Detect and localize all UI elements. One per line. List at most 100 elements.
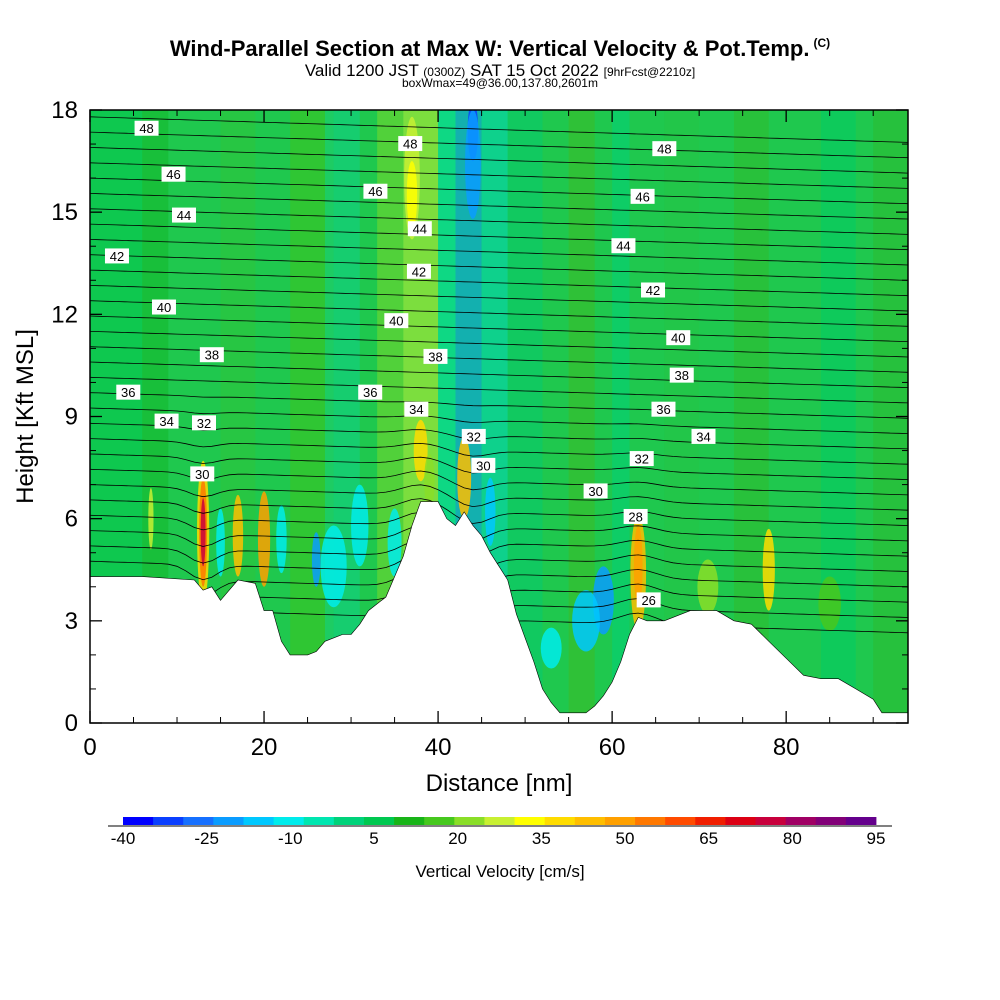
isotherm-label-text: 36	[121, 385, 135, 400]
isotherm-label: 42	[406, 263, 431, 279]
isotherm-label: 32	[629, 451, 654, 467]
isotherm-labels: 48 48 48 46 46 46 44 44 44 42 42 42 40 40 40 38 38 38 36 36…	[104, 120, 716, 608]
colorbar-swatch	[785, 817, 817, 825]
colorbar-tick-label: -10	[278, 829, 303, 848]
isotherm-label-text: 34	[696, 429, 710, 444]
isotherm-label-bg	[404, 401, 429, 417]
velocity-cell	[697, 559, 719, 615]
y-tick-label: 0	[65, 710, 78, 737]
isotherm-label-bg	[104, 248, 129, 264]
valid-date: SAT 15 Oct 2022	[470, 61, 599, 80]
title-main: Wind-Parallel Section at Max W: Vertical…	[169, 36, 810, 61]
velocity-cell	[406, 161, 418, 230]
isotherm-label-bg	[191, 415, 216, 431]
isotherm-label-bg	[691, 428, 716, 444]
box-info: boxWmax=49@36.00,137.80,2601m	[402, 76, 598, 90]
isotherm-label: 40	[666, 330, 691, 346]
theta-contour-line	[90, 239, 908, 266]
isotherm-label-text: 36	[656, 402, 670, 417]
colorbar-tick-label: 50	[616, 829, 635, 848]
isotherm-label: 44	[171, 207, 196, 223]
isotherm-label-text: 30	[476, 458, 490, 473]
isotherm-label: 30	[471, 457, 496, 473]
theta-contour-line	[90, 116, 908, 143]
y-tick-label: 18	[51, 97, 78, 124]
theta-contour-line	[90, 193, 908, 220]
isotherm-label-bg	[358, 384, 383, 400]
theta-contour-line	[90, 285, 908, 312]
colorbar-swatch	[695, 817, 726, 825]
colorbar-swatch	[363, 817, 395, 825]
isotherm-label-bg	[161, 166, 186, 182]
isotherm-label: 34	[404, 401, 429, 417]
colorbar-tick-label: 95	[867, 829, 886, 848]
colorbar-swatch	[303, 817, 335, 825]
colorbar-tick-label: 5	[369, 829, 378, 848]
isotherm-label: 42	[104, 248, 129, 264]
isotherm-label-text: 32	[634, 452, 648, 467]
colorbar: -40 -25 -10 5 20 35 50 65 80 95	[108, 817, 892, 848]
field-band	[733, 110, 769, 723]
isotherm-label-text: 40	[389, 314, 403, 329]
colorbar-tick-label: 65	[699, 829, 718, 848]
isotherm-label-text: 36	[363, 385, 377, 400]
isotherm-label: 46	[161, 166, 186, 182]
theta-contour-line	[90, 315, 908, 342]
theta-contour-line	[90, 376, 908, 404]
isotherm-label-bg	[669, 367, 694, 383]
velocity-cell	[485, 477, 496, 546]
theta-contour-line	[90, 223, 908, 251]
valid-time-line: Valid 1200 JST (0300Z) SAT 15 Oct 2022 […	[0, 61, 1000, 81]
isotherm-label: 40	[384, 313, 409, 329]
colorbar-swatch	[755, 817, 787, 825]
isotherm-label-bg	[134, 120, 159, 136]
colorbar-swatch	[815, 817, 847, 825]
isotherm-label-text: 48	[139, 121, 153, 136]
velocity-cell	[148, 488, 154, 550]
theta-contour-line	[90, 498, 908, 526]
isotherm-label: 44	[407, 221, 432, 237]
isotherm-label: 38	[199, 347, 224, 363]
field-band	[612, 110, 630, 723]
colorbar-swatch	[635, 817, 666, 825]
velocity-cell	[457, 436, 472, 519]
colorbar-swatch	[665, 817, 696, 825]
velocity-cell	[540, 627, 562, 669]
theta-contour-line	[90, 131, 908, 159]
velocity-cell	[465, 110, 481, 219]
colorbar-label: Vertical Velocity [cm/s]	[415, 862, 585, 881]
isotherm-label-bg	[461, 428, 486, 444]
isotherm-label: 36	[651, 401, 676, 417]
isotherm-label: 34	[691, 428, 716, 444]
colorbar-swatch	[273, 817, 305, 825]
isotherm-label-text: 46	[166, 167, 180, 182]
isotherm-label: 36	[116, 384, 141, 400]
isotherm-label: 30	[583, 483, 608, 499]
copyright-mark: (C)	[813, 36, 831, 50]
isotherm-label-bg	[641, 282, 666, 298]
colorbar-tick-label: 80	[783, 829, 802, 848]
chart-title: Wind-Parallel Section at Max W: Vertical…	[0, 36, 1000, 62]
colorbar-swatch	[333, 817, 365, 825]
colorbar-tick-label: -25	[194, 829, 219, 848]
x-tick-label: 0	[83, 734, 96, 761]
isotherm-label-text: 30	[195, 467, 209, 482]
colorbar-swatch	[514, 817, 546, 825]
velocity-cell	[216, 508, 225, 577]
colorbar-swatch	[394, 817, 425, 825]
theta-contour-line	[90, 392, 908, 419]
isotherm-label-bg	[623, 508, 648, 524]
y-tick-label: 15	[51, 199, 78, 226]
colorbar-swatch	[845, 817, 877, 825]
isotherm-label-text: 30	[588, 484, 602, 499]
theta-contour-line	[90, 468, 908, 496]
isotherm-label-bg	[666, 330, 691, 346]
isotherm-label: 32	[191, 415, 216, 431]
theta-contours	[90, 116, 908, 642]
isotherm-label-text: 34	[409, 402, 423, 417]
theta-contour-line	[90, 147, 908, 174]
valid-prefix: Valid 1200 JST	[304, 61, 419, 80]
isotherm-label: 44	[611, 238, 636, 254]
